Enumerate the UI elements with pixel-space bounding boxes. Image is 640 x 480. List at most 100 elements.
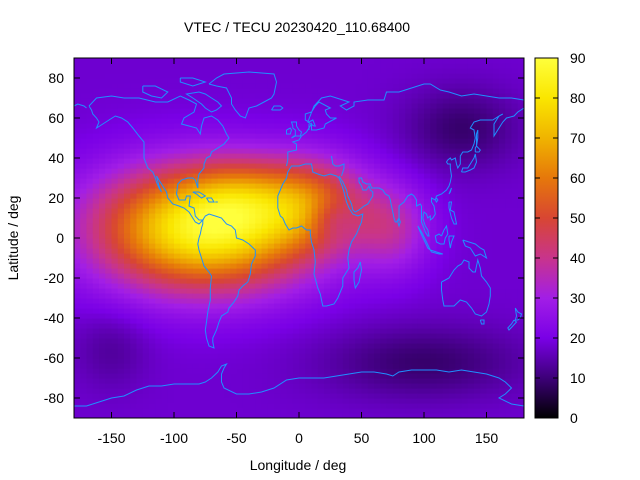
heatmap-cell: [186, 403, 194, 409]
heatmap-cell: [286, 393, 294, 399]
heatmap-cell: [455, 343, 463, 349]
heatmap-cell: [386, 353, 394, 359]
heatmap-cell: [324, 228, 331, 234]
heatmap-cell: [299, 198, 306, 204]
heatmap-cell: [299, 193, 306, 199]
heatmap-cell: [74, 333, 81, 339]
heatmap-cell: [442, 358, 450, 364]
heatmap-cell: [224, 168, 231, 174]
heatmap-cell: [480, 173, 488, 179]
heatmap-cell: [105, 168, 113, 174]
heatmap-cell: [242, 283, 250, 289]
heatmap-cell: [305, 233, 313, 239]
heatmap-cell: [192, 228, 200, 234]
heatmap-cell: [380, 153, 388, 159]
heatmap-cell: [236, 193, 244, 199]
heatmap-cell: [442, 178, 450, 184]
heatmap-cell: [130, 123, 138, 129]
heatmap-cell: [280, 143, 288, 149]
heatmap-cell: [399, 338, 406, 344]
heatmap-cell: [124, 173, 131, 179]
heatmap-cell: [92, 123, 100, 129]
heatmap-cell: [136, 68, 144, 74]
heatmap-cell: [467, 283, 475, 289]
heatmap-cell: [386, 133, 394, 139]
heatmap-cell: [305, 293, 313, 299]
heatmap-cell: [299, 348, 306, 354]
heatmap-cell: [280, 73, 288, 79]
heatmap-cell: [461, 283, 469, 289]
heatmap-cell: [299, 248, 306, 254]
heatmap-cell: [349, 188, 356, 194]
heatmap-cell: [224, 258, 231, 264]
heatmap-cell: [230, 233, 238, 239]
heatmap-cell: [480, 103, 488, 109]
heatmap-cell: [205, 253, 213, 259]
heatmap-cell: [80, 258, 88, 264]
heatmap-cell: [299, 58, 306, 64]
heatmap-cell: [380, 308, 388, 314]
heatmap-cell: [292, 93, 300, 99]
heatmap-cell: [180, 138, 188, 144]
heatmap-cell: [430, 78, 438, 84]
heatmap-cell: [467, 128, 475, 134]
heatmap-cell: [261, 273, 269, 279]
heatmap-cell: [461, 63, 469, 69]
heatmap-cell: [367, 278, 375, 284]
heatmap-cell: [480, 288, 488, 294]
heatmap-cell: [249, 238, 256, 244]
heatmap-cell: [130, 143, 138, 149]
heatmap-cell: [486, 113, 494, 119]
heatmap-cell: [261, 148, 269, 154]
heatmap-cell: [249, 383, 256, 389]
heatmap-cell: [486, 308, 494, 314]
heatmap-cell: [486, 118, 494, 124]
heatmap-cell: [467, 303, 475, 309]
heatmap-cell: [442, 278, 450, 284]
heatmap-cell: [155, 283, 163, 289]
heatmap-cell: [461, 108, 469, 114]
heatmap-cell: [130, 338, 138, 344]
heatmap-cell: [161, 278, 169, 284]
heatmap-cell: [474, 308, 481, 314]
heatmap-cell: [105, 98, 113, 104]
heatmap-cell: [474, 83, 481, 89]
heatmap-cell: [292, 263, 300, 269]
heatmap-cell: [217, 173, 225, 179]
heatmap-cell: [92, 168, 100, 174]
heatmap-cell: [211, 208, 219, 214]
heatmap-cell: [261, 73, 269, 79]
heatmap-cell: [349, 343, 356, 349]
heatmap-cell: [374, 133, 381, 139]
heatmap-cell: [430, 303, 438, 309]
heatmap-cell: [374, 148, 381, 154]
heatmap-cell: [174, 93, 181, 99]
heatmap-cell: [205, 378, 213, 384]
heatmap-cell: [311, 228, 319, 234]
heatmap-cell: [411, 368, 419, 374]
heatmap-cell: [86, 63, 94, 69]
heatmap-cell: [205, 108, 213, 114]
heatmap-cell: [99, 143, 106, 149]
heatmap-cell: [224, 153, 231, 159]
heatmap-cell: [392, 413, 400, 418]
heatmap-cell: [499, 268, 506, 274]
heatmap-cell: [411, 253, 419, 259]
heatmap-cell: [330, 58, 338, 64]
heatmap-cell: [199, 208, 206, 214]
heatmap-cell: [386, 408, 394, 414]
heatmap-cell: [224, 148, 231, 154]
heatmap-cell: [442, 63, 450, 69]
heatmap-cell: [461, 188, 469, 194]
heatmap-cell: [330, 88, 338, 94]
heatmap-cell: [255, 198, 263, 204]
heatmap-cell: [299, 303, 306, 309]
heatmap-cell: [155, 133, 163, 139]
heatmap-cell: [330, 373, 338, 379]
heatmap-cell: [480, 178, 488, 184]
heatmap-cell: [161, 173, 169, 179]
heatmap-cell: [480, 373, 488, 379]
heatmap-cell: [142, 223, 150, 229]
heatmap-cell: [286, 208, 294, 214]
heatmap-cell: [280, 338, 288, 344]
